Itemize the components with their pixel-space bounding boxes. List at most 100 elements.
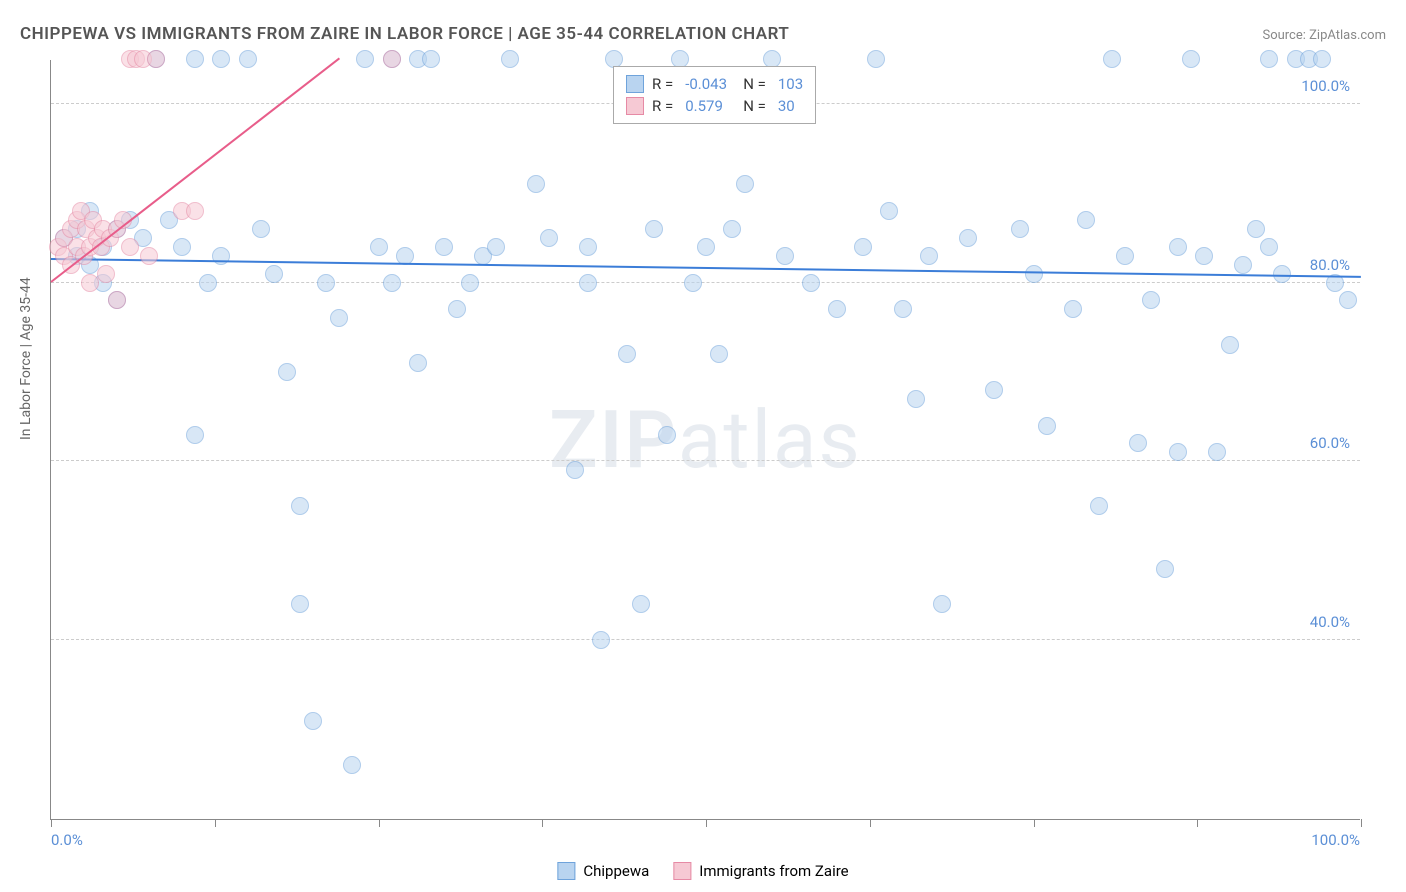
y-tick-label: 40.0% (1310, 613, 1350, 631)
data-point (684, 274, 702, 292)
scatter-plot-area: ZIPatlas 40.0%60.0%80.0%100.0%0.0%100.0%… (50, 60, 1360, 820)
data-point (1339, 291, 1357, 309)
legend-label: Immigrants from Zaire (699, 862, 848, 880)
data-point (802, 274, 820, 292)
data-point (140, 247, 158, 265)
data-point (540, 229, 558, 247)
x-label-max: 100.0% (1311, 831, 1360, 849)
legend-item: Immigrants from Zaire (673, 862, 848, 880)
x-tick (215, 819, 216, 827)
r-label: R = (652, 97, 673, 115)
data-point (710, 345, 728, 363)
y-axis-label: In Labor Force | Age 35-44 (18, 277, 34, 440)
n-value: 103 (778, 75, 803, 93)
data-point (186, 202, 204, 220)
data-point (1103, 50, 1121, 68)
data-point (1234, 256, 1252, 274)
x-tick (1034, 819, 1035, 827)
data-point (579, 238, 597, 256)
data-point (1195, 247, 1213, 265)
data-point (1247, 220, 1265, 238)
data-point (854, 238, 872, 256)
data-point (1260, 50, 1278, 68)
data-point (422, 50, 440, 68)
data-point (1038, 417, 1056, 435)
data-point (1116, 247, 1134, 265)
legend-label: Chippewa (583, 862, 649, 880)
r-value: -0.043 (685, 75, 735, 93)
legend-swatch (626, 75, 644, 93)
legend-swatch (673, 862, 691, 880)
data-point (186, 426, 204, 444)
data-point (828, 300, 846, 318)
y-tick-label: 60.0% (1310, 434, 1350, 452)
data-point (173, 238, 191, 256)
data-point (1090, 497, 1108, 515)
stats-legend-row: R = 0.579 N = 30 (626, 95, 803, 117)
data-point (527, 175, 545, 193)
legend-item: Chippewa (557, 862, 649, 880)
data-point (121, 238, 139, 256)
data-point (1011, 220, 1029, 238)
data-point (343, 756, 361, 774)
data-point (1025, 265, 1043, 283)
data-point (317, 274, 335, 292)
x-tick (379, 819, 380, 827)
data-point (1182, 50, 1200, 68)
data-point (409, 354, 427, 372)
y-tick-label: 100.0% (1301, 77, 1350, 95)
data-point (907, 390, 925, 408)
watermark: ZIPatlas (549, 393, 862, 487)
data-point (461, 274, 479, 292)
data-point (501, 50, 519, 68)
data-point (186, 50, 204, 68)
r-value: 0.579 (685, 97, 735, 115)
n-label: N = (743, 97, 766, 115)
data-point (97, 265, 115, 283)
gridline (51, 282, 1360, 283)
data-point (867, 50, 885, 68)
data-point (1273, 265, 1291, 283)
x-label-min: 0.0% (51, 831, 83, 849)
data-point (985, 381, 1003, 399)
data-point (1169, 238, 1187, 256)
x-tick (1361, 819, 1362, 827)
data-point (252, 220, 270, 238)
data-point (1313, 50, 1331, 68)
n-label: N = (743, 75, 766, 93)
data-point (108, 291, 126, 309)
data-point (291, 497, 309, 515)
data-point (1169, 443, 1187, 461)
data-point (239, 50, 257, 68)
data-point (632, 595, 650, 613)
stats-legend: R = -0.043 N = 103 R = 0.579 N = 30 (613, 66, 816, 124)
legend-swatch (626, 97, 644, 115)
data-point (356, 50, 374, 68)
data-point (1260, 238, 1278, 256)
data-point (265, 265, 283, 283)
x-tick (51, 819, 52, 827)
chart-title: CHIPPEWA VS IMMIGRANTS FROM ZAIRE IN LAB… (20, 24, 789, 44)
data-point (435, 238, 453, 256)
data-point (776, 247, 794, 265)
data-point (291, 595, 309, 613)
data-point (920, 247, 938, 265)
data-point (645, 220, 663, 238)
data-point (566, 461, 584, 479)
data-point (212, 50, 230, 68)
r-label: R = (652, 75, 673, 93)
data-point (658, 426, 676, 444)
data-point (1129, 434, 1147, 452)
x-tick (870, 819, 871, 827)
data-point (278, 363, 296, 381)
data-point (697, 238, 715, 256)
data-point (579, 274, 597, 292)
data-point (1064, 300, 1082, 318)
n-value: 30 (778, 97, 795, 115)
data-point (370, 238, 388, 256)
data-point (592, 631, 610, 649)
series-legend: Chippewa Immigrants from Zaire (557, 862, 848, 880)
data-point (959, 229, 977, 247)
data-point (147, 50, 165, 68)
trend-line (51, 258, 1361, 278)
